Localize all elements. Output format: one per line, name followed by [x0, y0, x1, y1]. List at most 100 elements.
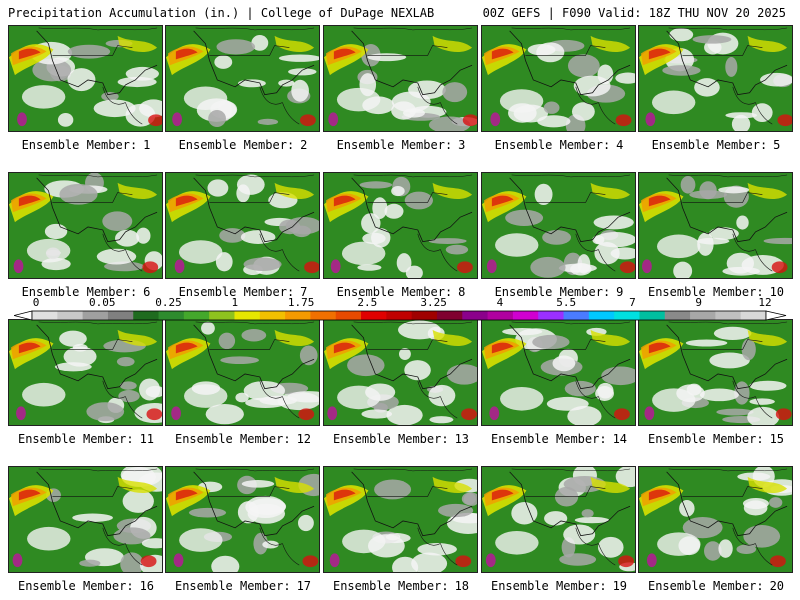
member-prefix: Ensemble Member: — [336, 138, 453, 152]
colorbar-swatch — [462, 311, 489, 320]
member-number: 5 — [773, 138, 781, 152]
ensemble-member-panel — [165, 319, 320, 426]
map-title: Precipitation Accumulation (in.) | Colle… — [8, 6, 435, 20]
colorbar-swatch — [335, 311, 362, 320]
colorbar-tick-label: 2.5 — [357, 296, 378, 309]
colorbar-swatch — [487, 311, 514, 320]
member-prefix: Ensemble Member: — [17, 579, 134, 593]
ensemble-member-label: Ensemble Member: 10 — [636, 285, 796, 299]
ensemble-member-panel — [638, 25, 793, 132]
precip-map — [482, 320, 635, 425]
ensemble-member-panel — [8, 466, 163, 573]
member-number: 2 — [300, 138, 308, 152]
member-number: 18 — [454, 579, 470, 593]
colorbar-swatch — [32, 311, 58, 320]
member-prefix: Ensemble Member: — [174, 579, 291, 593]
precip-map — [9, 320, 162, 425]
ensemble-member-panel — [165, 466, 320, 573]
colorbar-swatch — [285, 311, 311, 320]
member-number: 20 — [769, 579, 785, 593]
member-prefix: Ensemble Member: — [647, 432, 764, 446]
member-number: 10 — [769, 285, 785, 299]
member-prefix: Ensemble Member: — [490, 579, 607, 593]
member-number: 7 — [300, 285, 308, 299]
colorbar-swatch — [588, 311, 615, 320]
colorbar-swatch — [715, 311, 742, 320]
ensemble-member-label: Ensemble Member: 16 — [6, 579, 166, 593]
colorbar-tick-label: 1.75 — [287, 296, 315, 309]
member-number: 12 — [296, 432, 312, 446]
colorbar-swatch — [361, 311, 387, 320]
colorbar-swatch — [209, 311, 235, 320]
ensemble-member-panel — [8, 172, 163, 279]
ensemble-member-panel — [165, 172, 320, 279]
precip-map — [482, 467, 635, 572]
colorbar-swatch — [82, 311, 109, 320]
colorbar-tick-label: 3.25 — [420, 296, 447, 309]
colorbar-tick-label: 5.5 — [556, 296, 577, 309]
colorbar-swatch — [563, 311, 590, 320]
colorbar-swatch — [158, 311, 185, 320]
ensemble-member-label: Ensemble Member: 2 — [163, 138, 323, 152]
ensemble-member-panel — [323, 25, 478, 132]
member-prefix: Ensemble Member: — [332, 432, 449, 446]
member-prefix: Ensemble Member: — [647, 579, 764, 593]
ensemble-member-label: Ensemble Member: 4 — [479, 138, 639, 152]
member-number: 11 — [139, 432, 155, 446]
ensemble-member-panel — [638, 319, 793, 426]
ensemble-member-label: Ensemble Member: 15 — [636, 432, 796, 446]
member-number: 4 — [616, 138, 624, 152]
member-prefix: Ensemble Member: — [174, 432, 291, 446]
precip-map — [9, 467, 162, 572]
precip-map — [482, 173, 635, 278]
precip-map — [166, 173, 319, 278]
ensemble-member-panel — [481, 25, 636, 132]
colorbar-swatch — [234, 311, 261, 320]
member-prefix: Ensemble Member: — [178, 285, 295, 299]
member-prefix: Ensemble Member: — [332, 579, 449, 593]
ensemble-member-panel — [638, 466, 793, 573]
ensemble-member-label: Ensemble Member: 12 — [163, 432, 323, 446]
member-prefix: Ensemble Member: — [490, 432, 607, 446]
member-number: 15 — [769, 432, 785, 446]
colorbar-swatch — [436, 311, 463, 320]
precip-map — [166, 467, 319, 572]
precip-map — [324, 173, 477, 278]
colorbar-swatch — [538, 311, 565, 320]
ensemble-member-label: Ensemble Member: 13 — [321, 432, 481, 446]
colorbar-tick-label: 4 — [496, 296, 504, 309]
ensemble-member-label: Ensemble Member: 7 — [163, 285, 323, 299]
run-info: 00Z GEFS | F090 Valid: 18Z THU NOV 20 20… — [482, 6, 786, 20]
ensemble-member-label: Ensemble Member: 18 — [321, 579, 481, 593]
member-number: 13 — [454, 432, 470, 446]
colorbar-swatch — [664, 311, 691, 320]
colorbar-swatch — [183, 311, 210, 320]
ensemble-member-panel — [8, 319, 163, 426]
ensemble-member-label: Ensemble Member: 5 — [636, 138, 796, 152]
ensemble-member-label: Ensemble Member: 17 — [163, 579, 323, 593]
colorbar-swatch — [259, 311, 286, 320]
member-prefix: Ensemble Member: — [494, 285, 611, 299]
ensemble-member-label: Ensemble Member: 14 — [479, 432, 639, 446]
member-number: 14 — [612, 432, 628, 446]
precip-map — [166, 320, 319, 425]
colorbar-tick-label: 9 — [695, 296, 703, 309]
ensemble-member-panel — [323, 172, 478, 279]
member-number: 6 — [143, 285, 151, 299]
member-number: 1 — [143, 138, 151, 152]
ensemble-member-label: Ensemble Member: 8 — [321, 285, 481, 299]
member-prefix: Ensemble Member: — [336, 285, 453, 299]
colorbar-swatch — [690, 311, 716, 320]
colorbar-swatch — [512, 311, 539, 320]
ensemble-member-panel — [323, 319, 478, 426]
member-number: 19 — [612, 579, 628, 593]
member-prefix: Ensemble Member: — [21, 285, 138, 299]
precip-map — [324, 26, 477, 131]
colorbar-swatch — [310, 311, 337, 320]
member-prefix: Ensemble Member: — [21, 138, 138, 152]
ensemble-member-label: Ensemble Member: 1 — [6, 138, 166, 152]
precip-map — [639, 320, 792, 425]
colorbar-swatch — [107, 311, 134, 320]
member-prefix: Ensemble Member: — [178, 138, 295, 152]
member-prefix: Ensemble Member: — [651, 138, 768, 152]
